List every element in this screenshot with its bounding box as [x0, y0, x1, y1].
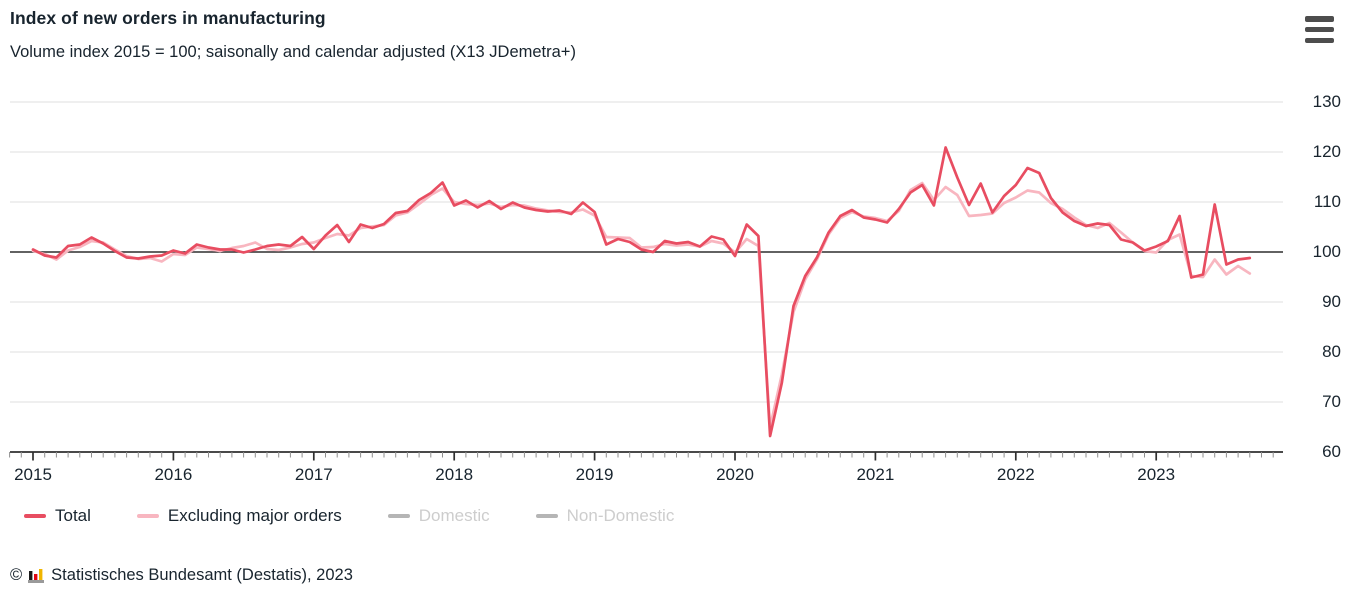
legend-swatch-icon	[136, 513, 159, 519]
legend-label: Excluding major orders	[167, 506, 342, 525]
source-footer: © Statistisches Bundesamt (Destatis), 20…	[10, 566, 353, 585]
x-axis-year-label: 2018	[435, 465, 474, 484]
chart-legend: Total Excluding major orders Domestic Non-D…	[24, 506, 674, 526]
y-axis-tick-label: 120	[1312, 142, 1341, 161]
source-text: Statistisches Bundesamt (Destatis), 2023	[51, 566, 353, 584]
y-axis-tick-label: 100	[1312, 242, 1341, 261]
legend-item-domestic[interactable]: Domestic	[387, 506, 490, 526]
legend-label: Domestic	[418, 506, 490, 525]
legend-swatch-icon	[387, 513, 410, 519]
y-axis-tick-label: 80	[1322, 342, 1341, 361]
x-axis-year-label: 2020	[716, 465, 754, 484]
x-axis-year-label: 2019	[575, 465, 614, 484]
copyright-symbol: ©	[10, 566, 23, 584]
chart-menu-button[interactable]	[1305, 16, 1334, 43]
legend-label: Total	[55, 506, 91, 525]
legend-swatch-icon	[535, 513, 558, 519]
x-axis-year-label: 2023	[1137, 465, 1176, 484]
x-axis-year-label: 2015	[14, 465, 52, 484]
legend-item-non-domestic[interactable]: Non-Domestic	[535, 506, 675, 526]
y-axis-tick-label: 130	[1312, 92, 1341, 111]
page-title: Index of new orders in manufacturing	[10, 8, 326, 28]
x-axis-year-label: 2017	[294, 465, 333, 484]
y-axis-tick-label: 70	[1322, 392, 1341, 411]
x-axis-year-label: 2021	[856, 465, 895, 484]
hamburger-menu-icon	[1305, 37, 1334, 43]
destatis-bar-chart-logo-icon	[28, 567, 45, 584]
legend-label: Non-Domestic	[566, 506, 675, 525]
y-axis-tick-label: 110	[1313, 192, 1341, 211]
x-axis-year-label: 2016	[154, 465, 193, 484]
legend-item-excluding-major-orders[interactable]: Excluding major orders	[136, 506, 342, 526]
legend-swatch-icon	[24, 513, 46, 519]
hamburger-menu-icon	[1305, 26, 1334, 33]
hamburger-menu-icon	[1305, 16, 1334, 22]
legend-item-total[interactable]: Total	[24, 506, 91, 526]
y-axis-tick-label: 90	[1322, 292, 1341, 311]
chart-subtitle: Volume index 2015 = 100; saisonally and …	[10, 43, 576, 61]
x-axis-year-label: 2022	[996, 465, 1035, 484]
y-axis-tick-label: 60	[1322, 442, 1341, 461]
